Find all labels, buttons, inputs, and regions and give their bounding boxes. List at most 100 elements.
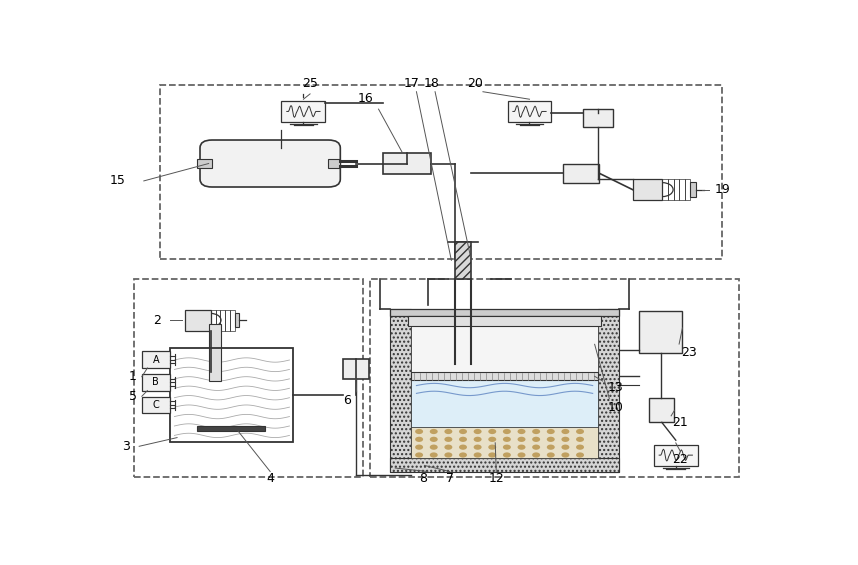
Bar [455, 242, 471, 279]
Circle shape [415, 453, 423, 458]
Bar [208, 324, 221, 381]
Circle shape [517, 437, 525, 442]
Bar [662, 179, 668, 201]
Circle shape [430, 429, 438, 434]
Circle shape [503, 445, 511, 450]
Bar [390, 309, 411, 472]
Text: 17: 17 [404, 76, 420, 89]
Bar [197, 159, 212, 168]
Circle shape [576, 429, 584, 434]
Circle shape [576, 453, 584, 458]
Circle shape [561, 437, 570, 442]
Text: 6: 6 [342, 394, 351, 407]
Bar [370, 279, 739, 477]
Bar [674, 179, 680, 201]
Bar [639, 311, 682, 353]
Circle shape [561, 429, 570, 434]
Circle shape [459, 453, 467, 458]
Bar [142, 374, 170, 390]
Text: 5: 5 [129, 390, 136, 403]
Text: 2: 2 [154, 314, 161, 327]
Circle shape [444, 453, 452, 458]
Circle shape [547, 437, 555, 442]
Text: 3: 3 [122, 440, 130, 453]
Bar [598, 309, 619, 472]
Text: 22: 22 [673, 453, 688, 466]
Bar [390, 309, 619, 316]
Bar [160, 85, 722, 259]
Bar [211, 310, 215, 331]
Bar [563, 163, 600, 183]
Bar [225, 310, 230, 331]
Bar [408, 316, 601, 326]
Text: A: A [153, 355, 159, 365]
Circle shape [444, 429, 452, 434]
Circle shape [576, 437, 584, 442]
Text: 19: 19 [715, 183, 730, 196]
Circle shape [488, 429, 496, 434]
Circle shape [576, 445, 584, 450]
Bar [185, 310, 211, 331]
Bar [685, 179, 691, 201]
Text: 13: 13 [608, 381, 624, 394]
Circle shape [474, 437, 481, 442]
Circle shape [444, 437, 452, 442]
Bar [230, 310, 234, 331]
Bar [134, 279, 363, 477]
Text: 15: 15 [109, 175, 125, 188]
Bar [221, 310, 225, 331]
Bar [411, 316, 598, 372]
Text: 12: 12 [488, 472, 505, 485]
Text: 20: 20 [467, 76, 483, 89]
Bar [411, 427, 598, 458]
Circle shape [532, 445, 541, 450]
Bar [680, 179, 685, 201]
Bar [668, 179, 674, 201]
Bar [508, 101, 552, 122]
Bar [281, 101, 325, 122]
Bar [142, 351, 170, 368]
Bar [650, 398, 674, 423]
Circle shape [415, 437, 423, 442]
Bar [171, 349, 293, 442]
Text: 18: 18 [424, 76, 439, 89]
Circle shape [517, 429, 525, 434]
Text: C: C [153, 400, 160, 410]
Circle shape [488, 445, 496, 450]
Circle shape [459, 437, 467, 442]
Circle shape [474, 445, 481, 450]
Text: 23: 23 [681, 346, 697, 359]
Circle shape [430, 437, 438, 442]
Text: 16: 16 [358, 92, 373, 105]
Text: B: B [153, 377, 160, 388]
Circle shape [430, 453, 438, 458]
Bar [234, 313, 239, 328]
Circle shape [474, 429, 481, 434]
Circle shape [517, 453, 525, 458]
Circle shape [503, 453, 511, 458]
Circle shape [547, 429, 555, 434]
Text: 10: 10 [608, 401, 624, 414]
Circle shape [488, 437, 496, 442]
Bar [654, 445, 698, 466]
Circle shape [503, 429, 511, 434]
Bar [329, 159, 341, 168]
Bar [411, 380, 598, 427]
Text: 8: 8 [419, 472, 427, 485]
Text: 4: 4 [266, 472, 274, 485]
Text: 21: 21 [673, 416, 688, 429]
Bar [390, 458, 619, 472]
Circle shape [444, 445, 452, 450]
Circle shape [430, 445, 438, 450]
Text: 25: 25 [302, 76, 318, 89]
Circle shape [503, 437, 511, 442]
FancyBboxPatch shape [200, 140, 341, 187]
Circle shape [415, 445, 423, 450]
Circle shape [561, 445, 570, 450]
Circle shape [459, 429, 467, 434]
Circle shape [547, 445, 555, 450]
Circle shape [532, 453, 541, 458]
Bar [384, 153, 431, 175]
Bar [197, 426, 265, 431]
Bar [343, 359, 369, 379]
